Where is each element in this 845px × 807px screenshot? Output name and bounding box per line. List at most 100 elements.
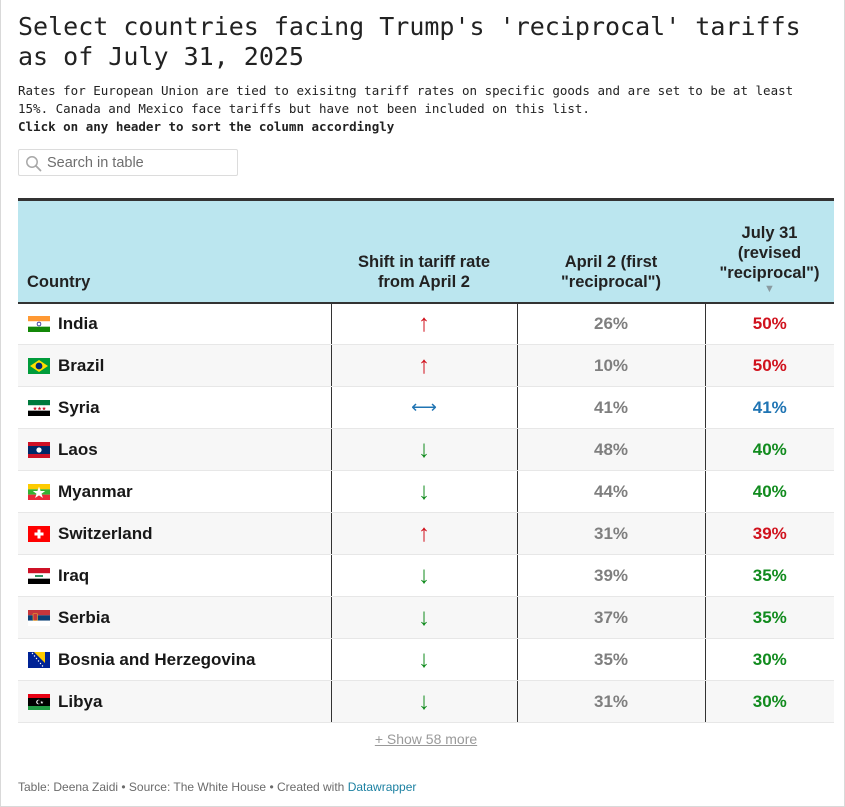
cell-country: Iraq bbox=[18, 554, 331, 597]
tariff-table: Country Shift in tariff rate from April … bbox=[18, 198, 834, 723]
header-shift[interactable]: Shift in tariff rate from April 2 bbox=[331, 198, 517, 304]
cell-july-rate: 35% bbox=[705, 554, 834, 597]
shift-down-icon: ↓ bbox=[418, 687, 430, 715]
header-country[interactable]: Country bbox=[18, 198, 331, 304]
cell-april-rate: 35% bbox=[517, 638, 706, 681]
country-name: Myanmar bbox=[58, 481, 133, 501]
shift-up-icon: ↑ bbox=[418, 351, 430, 379]
country-name: Switzerland bbox=[58, 523, 153, 543]
search-box[interactable] bbox=[18, 149, 238, 176]
country-name: Libya bbox=[58, 691, 103, 711]
shift-down-icon: ↓ bbox=[418, 603, 430, 631]
switzerland-flag-icon bbox=[28, 525, 50, 542]
cell-july-rate: 50% bbox=[705, 344, 834, 387]
syria-flag-icon: ★ ★ ★ bbox=[28, 399, 50, 416]
cell-july-rate: 40% bbox=[705, 428, 834, 471]
shift-down-icon: ↓ bbox=[418, 561, 430, 589]
cell-shift: ↓ bbox=[330, 470, 518, 513]
shift-up-icon: ↑ bbox=[418, 519, 430, 547]
cell-july-rate: 50% bbox=[705, 302, 834, 345]
chart-description: Rates for European Union are tied to exi… bbox=[18, 82, 818, 136]
cell-country: Switzerland bbox=[18, 512, 331, 555]
table-row: Laos ↓ 48% 40% bbox=[18, 428, 834, 471]
country-name: Serbia bbox=[58, 607, 110, 627]
shift-up-icon: ↑ bbox=[418, 309, 430, 337]
cell-july-rate: 35% bbox=[705, 596, 834, 639]
header-july-label: July 31 (revised "reciprocal") bbox=[719, 223, 820, 282]
chart-title: Select countries facing Trump's 'recipro… bbox=[18, 12, 801, 71]
table-row: Iraq ↓ 39% 35% bbox=[18, 554, 834, 597]
laos-flag-icon bbox=[28, 441, 50, 458]
shift-down-icon: ↓ bbox=[418, 477, 430, 505]
shift-same-icon: ⟷ bbox=[411, 397, 437, 417]
myanmar-flag-icon bbox=[28, 483, 50, 500]
sort-instruction: Click on any header to sort the column a… bbox=[18, 119, 395, 134]
country-name: India bbox=[58, 313, 98, 333]
show-more-button[interactable]: + Show 58 more bbox=[374, 731, 478, 747]
header-july[interactable]: July 31 (revised "reciprocal") ▼ bbox=[705, 198, 834, 304]
table-row: ★ ★ ★ Syria ⟷ 41% 41% bbox=[18, 386, 834, 429]
cell-country: Serbia bbox=[18, 596, 331, 639]
bosnia-and-herzegovina-flag-icon bbox=[28, 651, 50, 668]
sort-descending-icon: ▼ bbox=[764, 282, 775, 295]
brazil-flag-icon bbox=[28, 357, 50, 374]
cell-shift: ↓ bbox=[330, 680, 518, 723]
shift-down-icon: ↓ bbox=[418, 435, 430, 463]
svg-text:★: ★ bbox=[40, 699, 44, 704]
cell-april-rate: 26% bbox=[517, 302, 706, 345]
svg-text:★: ★ bbox=[42, 406, 47, 411]
table-row: Switzerland ↑ 31% 39% bbox=[18, 512, 834, 555]
footer-credit: Table: Deena Zaidi • Source: The White H… bbox=[18, 780, 345, 794]
cell-july-rate: 30% bbox=[705, 680, 834, 723]
cell-april-rate: 37% bbox=[517, 596, 706, 639]
iraq-flag-icon bbox=[28, 567, 50, 584]
cell-april-rate: 44% bbox=[517, 470, 706, 513]
cell-shift: ↓ bbox=[330, 554, 518, 597]
cell-shift: ↓ bbox=[330, 428, 518, 471]
cell-country: India bbox=[18, 302, 331, 345]
search-icon bbox=[26, 156, 42, 172]
cell-country: Bosnia and Herzegovina bbox=[18, 638, 331, 681]
table-row: Brazil ↑ 10% 50% bbox=[18, 344, 834, 387]
cell-shift: ↓ bbox=[330, 638, 518, 681]
country-name: Iraq bbox=[58, 565, 90, 585]
cell-april-rate: 39% bbox=[517, 554, 706, 597]
cell-april-rate: 31% bbox=[517, 680, 706, 723]
cell-country: ★ ★ ★ Syria bbox=[18, 386, 331, 429]
india-flag-icon bbox=[28, 315, 50, 332]
cell-country: Brazil bbox=[18, 344, 331, 387]
country-name: Syria bbox=[58, 397, 100, 417]
table-row: India ↑ 26% 50% bbox=[18, 302, 834, 345]
table-row: Serbia ↓ 37% 35% bbox=[18, 596, 834, 639]
cell-country: Myanmar bbox=[18, 470, 331, 513]
cell-april-rate: 48% bbox=[517, 428, 706, 471]
cell-july-rate: 41% bbox=[705, 386, 834, 429]
search-input[interactable] bbox=[47, 151, 235, 174]
cell-shift: ⟷ bbox=[330, 386, 518, 429]
cell-shift: ↑ bbox=[330, 512, 518, 555]
table-header-row: Country Shift in tariff rate from April … bbox=[18, 198, 834, 304]
table-row: Bosnia and Herzegovina ↓ 35% 30% bbox=[18, 638, 834, 681]
shift-down-icon: ↓ bbox=[418, 645, 430, 673]
cell-july-rate: 39% bbox=[705, 512, 834, 555]
serbia-flag-icon bbox=[28, 609, 50, 626]
table-row: ★ Libya ↓ 31% 30% bbox=[18, 680, 834, 723]
cell-shift: ↑ bbox=[330, 302, 518, 345]
cell-april-rate: 41% bbox=[517, 386, 706, 429]
cell-april-rate: 10% bbox=[517, 344, 706, 387]
footer: Table: Deena Zaidi • Source: The White H… bbox=[18, 780, 416, 794]
cell-july-rate: 40% bbox=[705, 470, 834, 513]
country-name: Bosnia and Herzegovina bbox=[58, 649, 256, 669]
cell-shift: ↓ bbox=[330, 596, 518, 639]
description-text: Rates for European Union are tied to exi… bbox=[18, 83, 794, 116]
cell-country: ★ Libya bbox=[18, 680, 331, 723]
table-row: Myanmar ↓ 44% 40% bbox=[18, 470, 834, 513]
cell-shift: ↑ bbox=[330, 344, 518, 387]
country-name: Laos bbox=[58, 439, 98, 459]
libya-flag-icon: ★ bbox=[28, 693, 50, 710]
header-april[interactable]: April 2 (first "reciprocal") bbox=[517, 198, 705, 304]
cell-april-rate: 31% bbox=[517, 512, 706, 555]
cell-country: Laos bbox=[18, 428, 331, 471]
country-name: Brazil bbox=[58, 355, 105, 375]
datawrapper-link[interactable]: Datawrapper bbox=[347, 780, 417, 794]
